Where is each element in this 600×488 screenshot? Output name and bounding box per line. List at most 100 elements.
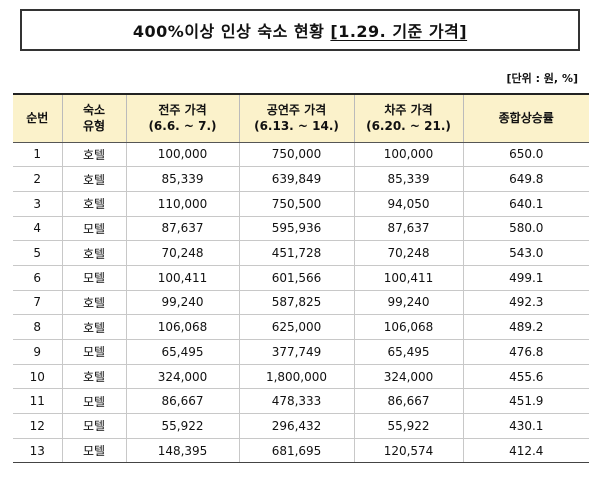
- header-prev-week-line2: (6.6. ~ 7.): [148, 119, 217, 134]
- cell-concert-week-price: 595,936: [238, 216, 355, 242]
- table-row: 5 호텔 70,248 451,728 70,248 543.0: [13, 240, 589, 266]
- cell-total-rate: 499.1: [462, 265, 589, 291]
- table-row: 2 호텔 85,339 639,849 85,339 649.8: [13, 166, 589, 192]
- table-row: 8 호텔 106,068 625,000 106,068 489.2: [13, 314, 589, 340]
- table-row: 1 호텔 100,000 750,000 100,000 650.0: [13, 142, 589, 168]
- header-type-line1: 숙소: [82, 103, 106, 118]
- cell-type: 모텔: [61, 265, 127, 291]
- cell-total-rate: 650.0: [462, 142, 589, 168]
- cell-prev-week-price: 110,000: [125, 191, 240, 217]
- cell-type: 모텔: [61, 339, 127, 365]
- document-title: 400%이상 인상 숙소 현황 [1.29. 기준 가격]: [133, 18, 467, 42]
- header-no-line1: 순번: [26, 111, 49, 126]
- header-next-week: 차주 가격 (6.20. ~ 21.): [353, 93, 464, 143]
- cell-type: 호텔: [61, 191, 127, 217]
- header-prev-week-line1: 전주 가격: [158, 103, 207, 118]
- cell-concert-week-price: 639,849: [238, 166, 355, 192]
- cell-prev-week-price: 324,000: [125, 364, 240, 390]
- cell-concert-week-price: 377,749: [238, 339, 355, 365]
- cell-no: 6: [13, 265, 63, 291]
- table-row: 9 모텔 65,495 377,749 65,495 476.8: [13, 339, 589, 365]
- cell-total-rate: 543.0: [462, 240, 589, 266]
- table-row: 13 모텔 148,395 681,695 120,574 412.4: [13, 438, 589, 464]
- cell-next-week-price: 55,922: [353, 413, 464, 439]
- table-row: 6 모텔 100,411 601,566 100,411 499.1: [13, 265, 589, 291]
- cell-next-week-price: 120,574: [353, 438, 464, 464]
- header-next-week-line2: (6.20. ~ 21.): [366, 119, 451, 134]
- table-body: 1 호텔 100,000 750,000 100,000 650.0 2 호텔 85,339 63…: [13, 142, 589, 464]
- unit-label: [단위 : 원, %]: [506, 72, 578, 85]
- cell-concert-week-price: 478,333: [238, 388, 355, 415]
- cell-next-week-price: 86,667: [353, 388, 464, 415]
- cell-no: 8: [13, 314, 63, 340]
- cell-no: 13: [13, 438, 63, 464]
- cell-next-week-price: 324,000: [353, 364, 464, 390]
- cell-concert-week-price: 681,695: [238, 438, 355, 464]
- cell-type: 호텔: [61, 364, 127, 390]
- cell-concert-week-price: 750,500: [238, 191, 355, 217]
- title-main: 400%이상 인상 숙소 현황: [132, 22, 331, 41]
- header-type-line2: 유형: [82, 119, 106, 134]
- table-row: 11 모텔 86,667 478,333 86,667 451.9: [13, 388, 589, 415]
- table-row: 4 모텔 87,637 595,936 87,637 580.0: [13, 216, 589, 242]
- cell-next-week-price: 100,000: [353, 142, 464, 168]
- cell-concert-week-price: 601,566: [238, 265, 355, 291]
- cell-prev-week-price: 106,068: [125, 314, 240, 340]
- header-concert-week-line1: 공연주 가격: [266, 103, 327, 118]
- cell-total-rate: 451.9: [462, 388, 589, 415]
- cell-type: 호텔: [61, 314, 127, 340]
- table-row: 3 호텔 110,000 750,500 94,050 640.1: [13, 191, 589, 217]
- cell-total-rate: 476.8: [462, 339, 589, 365]
- header-next-week-line1: 차주 가격: [384, 103, 433, 118]
- cell-total-rate: 492.3: [462, 290, 589, 316]
- cell-next-week-price: 99,240: [353, 290, 464, 316]
- cell-no: 12: [13, 413, 63, 439]
- cell-prev-week-price: 85,339: [125, 166, 240, 192]
- cell-type: 호텔: [61, 240, 127, 266]
- cell-concert-week-price: 296,432: [238, 413, 355, 439]
- cell-total-rate: 640.1: [462, 191, 589, 217]
- cell-prev-week-price: 70,248: [125, 240, 240, 266]
- table-row: 10 호텔 324,000 1,800,000 324,000 455.6: [13, 364, 589, 390]
- cell-type: 모텔: [61, 438, 127, 464]
- cell-prev-week-price: 87,637: [125, 216, 240, 242]
- header-concert-week-line2: (6.13. ~ 14.): [254, 119, 339, 134]
- cell-concert-week-price: 1,800,000: [238, 364, 355, 390]
- cell-no: 10: [13, 364, 63, 390]
- cell-total-rate: 412.4: [462, 438, 589, 464]
- cell-next-week-price: 100,411: [353, 265, 464, 291]
- cell-total-rate: 430.1: [462, 413, 589, 439]
- cell-concert-week-price: 451,728: [238, 240, 355, 266]
- cell-total-rate: 455.6: [462, 364, 589, 390]
- cell-concert-week-price: 587,825: [238, 290, 355, 316]
- cell-concert-week-price: 625,000: [238, 314, 355, 340]
- cell-next-week-price: 94,050: [353, 191, 464, 217]
- cell-total-rate: 489.2: [462, 314, 589, 340]
- cell-no: 7: [13, 290, 63, 316]
- price-table: 순번 숙소 유형 전주 가격 (6.6. ~ 7.) 공연주 가격 (6.13. ~ …: [13, 93, 589, 464]
- header-type: 숙소 유형: [61, 93, 127, 143]
- header-no: 순번: [13, 93, 63, 143]
- cell-no: 1: [13, 142, 63, 168]
- cell-prev-week-price: 86,667: [125, 388, 240, 415]
- cell-type: 모텔: [61, 388, 127, 415]
- cell-type: 호텔: [61, 142, 127, 168]
- cell-no: 2: [13, 166, 63, 192]
- cell-next-week-price: 106,068: [353, 314, 464, 340]
- cell-next-week-price: 65,495: [353, 339, 464, 365]
- cell-type: 호텔: [61, 290, 127, 316]
- header-total-rate: 종합상승률: [462, 93, 589, 143]
- cell-prev-week-price: 65,495: [125, 339, 240, 365]
- cell-next-week-price: 87,637: [353, 216, 464, 242]
- cell-prev-week-price: 55,922: [125, 413, 240, 439]
- title-date-basis: [1.29. 기준 가격]: [330, 22, 468, 41]
- cell-prev-week-price: 148,395: [125, 438, 240, 464]
- cell-next-week-price: 70,248: [353, 240, 464, 266]
- cell-concert-week-price: 750,000: [238, 142, 355, 168]
- table-header: 순번 숙소 유형 전주 가격 (6.6. ~ 7.) 공연주 가격 (6.13. ~ …: [13, 93, 589, 143]
- cell-type: 호텔: [61, 166, 127, 192]
- header-concert-week: 공연주 가격 (6.13. ~ 14.): [238, 93, 355, 143]
- cell-no: 4: [13, 216, 63, 242]
- table-row: 12 모텔 55,922 296,432 55,922 430.1: [13, 413, 589, 439]
- cell-no: 11: [13, 388, 63, 415]
